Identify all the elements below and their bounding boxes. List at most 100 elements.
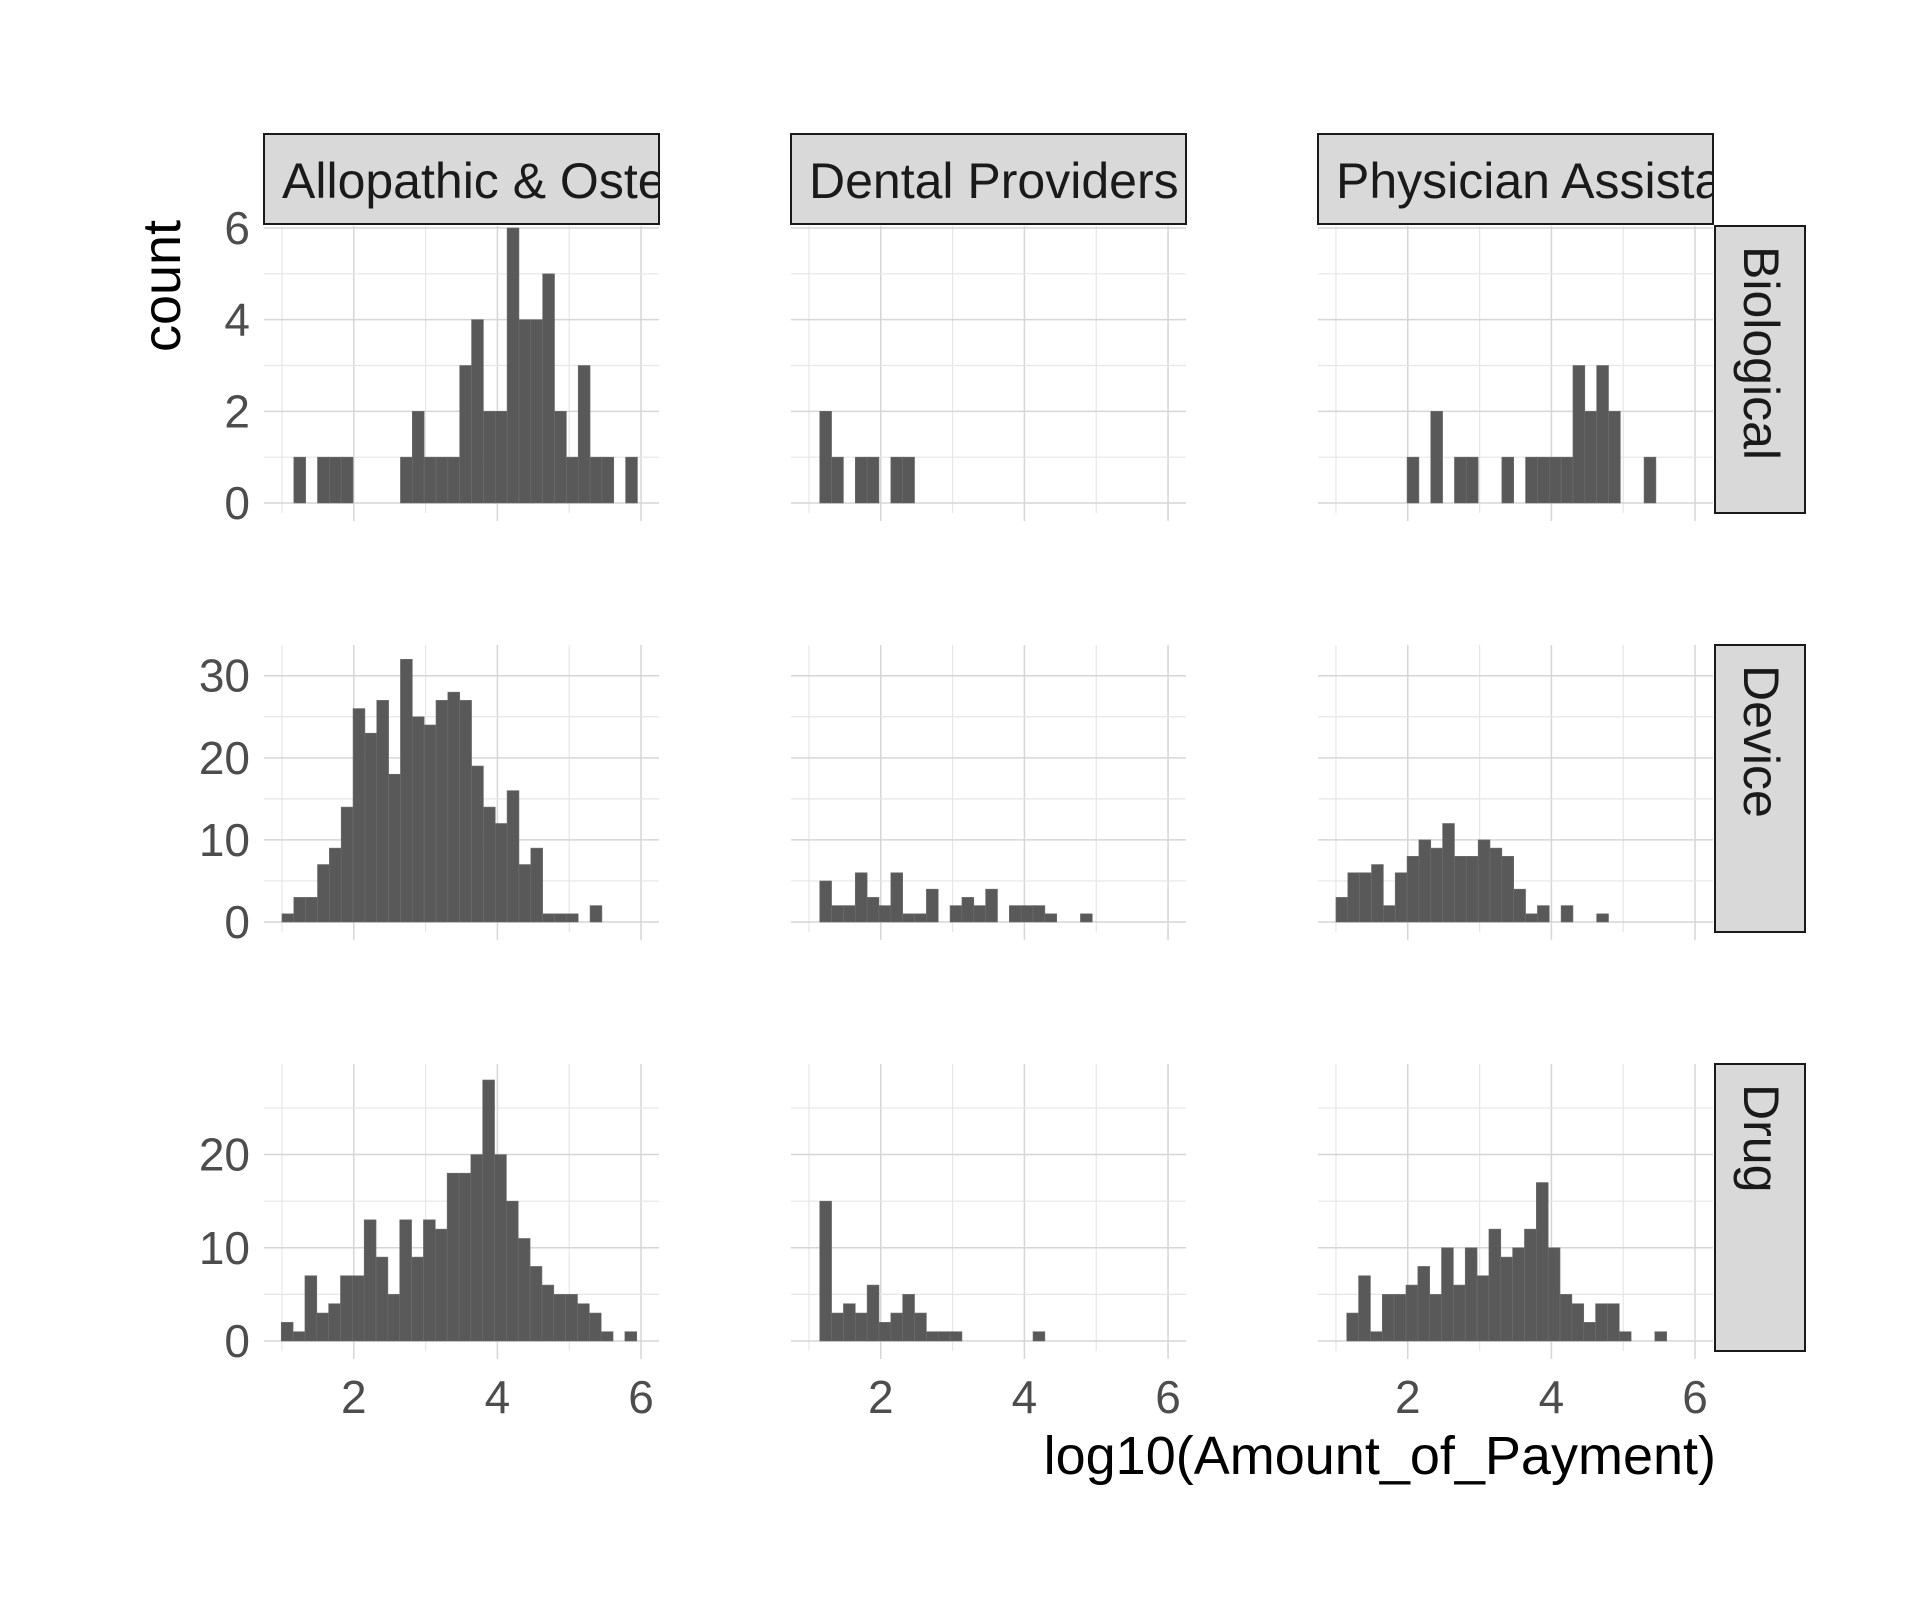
panel-device-allopathic-osteopathic-p-bar	[506, 790, 520, 923]
strip-row-drug: Drug	[1714, 1063, 1806, 1352]
panel-device-allopathic-osteopathic-p-bar	[542, 913, 555, 923]
x-tick-label-dental-providers: 6	[1155, 1371, 1181, 1423]
panel-drug-physician-assistants-bar	[1358, 1275, 1371, 1342]
panel-drug-allopathic-osteopathic-p-bar	[541, 1284, 555, 1342]
panel-biological-physician-assistants-bar	[1430, 411, 1443, 504]
panel-drug-allopathic-osteopathic-p-bar	[423, 1219, 436, 1342]
panel-device-allopathic-osteopathic-p-bar	[423, 724, 437, 923]
panel-drug-physician-assistants-bar	[1607, 1303, 1620, 1342]
panel-biological-dental-providers-bar	[902, 456, 915, 504]
x-tick-label-allopathic-osteopathic-p: 6	[628, 1371, 654, 1423]
strip-column-dental: Dental Providers	[790, 133, 1187, 225]
panel-device-physician-assistants-bar	[1394, 872, 1408, 923]
panel-drug-allopathic-osteopathic-p-bar	[304, 1275, 318, 1342]
panel-biological-physician-assistants-bar	[1584, 411, 1597, 504]
panel-biological-allopathic-osteopathic-p-bar	[589, 456, 603, 504]
panel-biological-physician-assistants-bar	[1537, 456, 1550, 504]
strip-row-device: Device	[1714, 644, 1806, 933]
panel-drug-physician-assistants-bar	[1583, 1322, 1596, 1342]
y-tick-label-device: 20	[199, 732, 250, 784]
panel-drug-allopathic-osteopathic-p-bar	[600, 1331, 614, 1342]
panel-device-physician-assistants-bar	[1406, 856, 1420, 923]
panel-device-allopathic-osteopathic-p-bar	[589, 905, 603, 923]
panel-biological-allopathic-osteopathic-p-bar	[447, 456, 461, 504]
panel-biological-dental-providers-bar	[866, 456, 880, 504]
panel-biological-allopathic-osteopathic-p-bar	[483, 411, 496, 504]
panel-biological-physician-assistants-bar	[1608, 411, 1621, 504]
panel-drug-physician-assistants-bar	[1381, 1294, 1395, 1342]
panel-drug-dental-providers-bar	[902, 1294, 915, 1342]
panel-device-dental-providers-bar	[926, 888, 939, 923]
strip-label-biological: Biological	[1733, 246, 1789, 460]
panel-biological-physician-assistants-bar	[1643, 456, 1657, 504]
panel-drug-physician-assistants-bar	[1500, 1256, 1513, 1342]
panel-drug-physician-assistants-bar	[1571, 1303, 1585, 1342]
y-tick-label-device: 30	[199, 650, 250, 702]
strip-label-drug: Drug	[1733, 1084, 1789, 1192]
panel-drug-physician-assistants-bar	[1524, 1228, 1537, 1342]
panel-device-allopathic-osteopathic-p-bar	[329, 847, 342, 923]
panel-biological-allopathic-osteopathic-p-bar	[601, 456, 615, 504]
panel-drug-allopathic-osteopathic-p-bar	[482, 1079, 495, 1342]
panel-device-dental-providers-bar	[843, 905, 856, 923]
panel-biological-allopathic-osteopathic-p-bar	[400, 456, 413, 504]
panel-drug-dental-providers-bar	[819, 1200, 832, 1342]
panel-drug-allopathic-osteopathic-p-bar	[399, 1219, 412, 1342]
panel-drug-physician-assistants-bar	[1618, 1331, 1632, 1342]
panel-biological-dental-providers-bar	[854, 456, 868, 504]
panel-biological-allopathic-osteopathic-p-bar	[566, 456, 579, 504]
panel-drug-allopathic-osteopathic-p-bar	[494, 1154, 507, 1342]
panel-drug-allopathic-osteopathic-p-bar	[506, 1200, 519, 1342]
panel-device-dental-providers-bar	[973, 905, 986, 923]
panel-device-dental-providers-bar	[914, 913, 927, 923]
strip-label-device: Device	[1733, 665, 1789, 818]
panel-device-dental-providers-bar	[902, 913, 915, 923]
panel-device-dental-providers-bar	[866, 897, 880, 923]
panel-drug-physician-assistants-bar	[1536, 1182, 1549, 1342]
panel-device-physician-assistants-bar	[1466, 856, 1479, 923]
panel-device-dental-providers-bar	[890, 872, 903, 923]
panel-device-allopathic-osteopathic-p-bar	[435, 700, 449, 923]
panel-biological-allopathic-osteopathic-p-bar	[471, 319, 484, 504]
panel-biological-allopathic-osteopathic-p-bar	[506, 227, 520, 504]
panel-biological-physician-assistants-bar	[1596, 365, 1609, 504]
panel-drug-physician-assistants-bar	[1512, 1247, 1525, 1342]
panel-device-allopathic-osteopathic-p-bar	[566, 913, 579, 923]
panel-drug-allopathic-osteopathic-p-bar	[363, 1219, 377, 1342]
panel-device-allopathic-osteopathic-p-bar	[388, 773, 401, 923]
y-tick-label-biological: 0	[224, 477, 250, 529]
panel-biological-dental-providers-bar	[831, 456, 844, 504]
x-tick-label-allopathic-osteopathic-p: 2	[341, 1371, 367, 1423]
x-tick-label-allopathic-osteopathic-p: 4	[485, 1371, 511, 1423]
panel-device-allopathic-osteopathic-p-bar	[471, 765, 484, 923]
panel-drug-allopathic-osteopathic-p-bar	[340, 1275, 353, 1342]
panel-drug-physician-assistants-bar	[1346, 1312, 1359, 1342]
panel-device-allopathic-osteopathic-p-bar	[483, 806, 496, 923]
panel-device-dental-providers-bar	[1009, 905, 1022, 923]
y-tick-label-drug: 10	[199, 1222, 250, 1274]
panel-drug-allopathic-osteopathic-p-bar	[280, 1322, 294, 1342]
panel-biological-allopathic-osteopathic-p-bar	[554, 411, 567, 504]
panel-biological-physician-assistants-bar	[1548, 456, 1562, 504]
panel-biological-allopathic-osteopathic-p-bar	[542, 273, 555, 504]
panel-biological-allopathic-osteopathic-p-bar	[412, 411, 425, 504]
panel-drug-allopathic-osteopathic-p-bar	[589, 1312, 602, 1342]
panel-device-physician-assistants-bar	[1489, 847, 1503, 923]
panel-biological-allopathic-osteopathic-p-bar	[518, 319, 532, 504]
panel-biological-allopathic-osteopathic-p-bar	[435, 456, 449, 504]
strip-label-allopathic: Allopathic & Osteopathic Physicians	[282, 153, 1080, 209]
panel-device-allopathic-osteopathic-p-bar	[352, 708, 366, 923]
panel-drug-allopathic-osteopathic-p-bar	[411, 1256, 424, 1342]
panel-device-dental-providers-bar	[831, 905, 844, 923]
panel-drug-allopathic-osteopathic-p-bar	[624, 1331, 638, 1342]
panel-device-physician-assistants-bar	[1418, 839, 1432, 923]
panel-device-physician-assistants-bar	[1371, 864, 1384, 923]
panel-device-allopathic-osteopathic-p-bar	[518, 864, 532, 923]
y-tick-label-biological: 2	[224, 385, 250, 437]
panel-drug-allopathic-osteopathic-p-bar	[328, 1303, 341, 1342]
panel-drug-physician-assistants-bar	[1488, 1228, 1502, 1342]
panel-drug-allopathic-osteopathic-p-bar	[292, 1331, 306, 1342]
panel-device-allopathic-osteopathic-p-bar	[412, 716, 425, 923]
panel-drug-dental-providers-bar	[937, 1331, 951, 1342]
